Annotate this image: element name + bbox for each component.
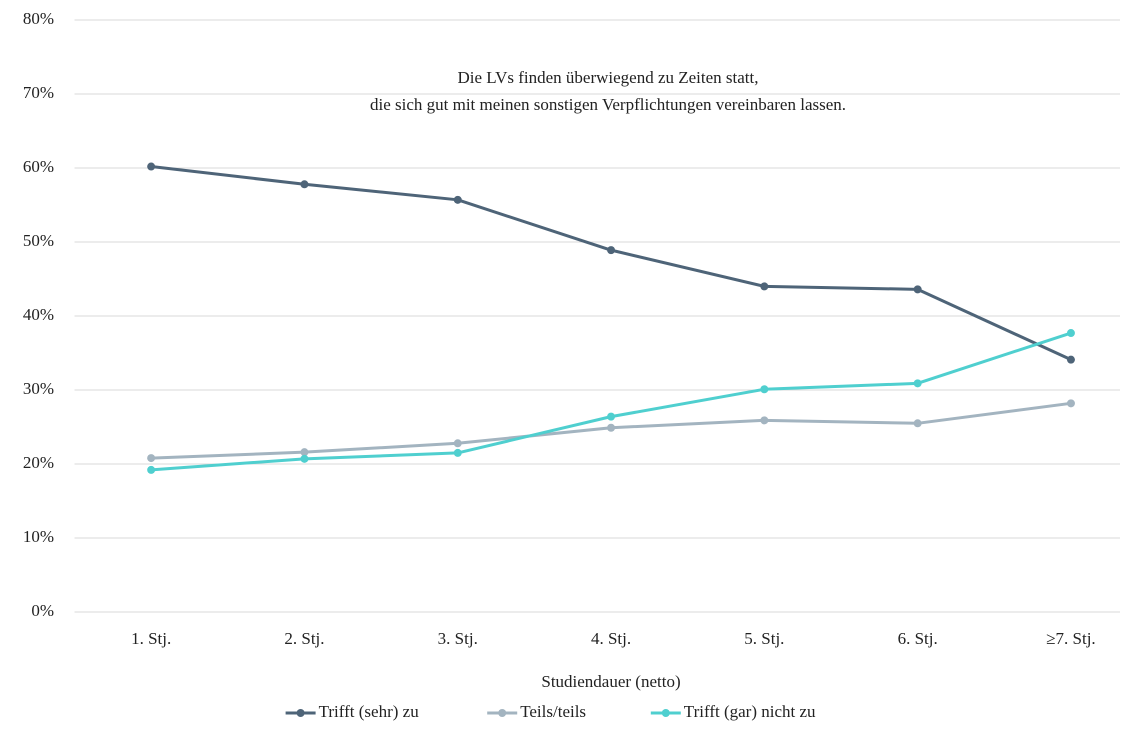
y-tick-label: 30% [23, 379, 54, 398]
data-point [607, 412, 616, 421]
data-point [300, 180, 309, 189]
data-point [607, 246, 616, 255]
y-tick-label: 50% [23, 231, 54, 250]
data-point [1066, 329, 1075, 338]
y-tick-label: 10% [23, 527, 54, 546]
data-point [300, 454, 309, 463]
x-tick-label: 6. Stj. [898, 629, 938, 648]
legend-marker [498, 709, 507, 717]
data-point [1066, 399, 1075, 408]
chart-title: Die LVs finden überwiegend zu Zeiten sta… [457, 68, 758, 87]
chart-title: die sich gut mit meinen sonstigen Verpfl… [370, 95, 846, 114]
x-tick-label: 2. Stj. [284, 629, 324, 648]
data-point [607, 423, 616, 432]
x-tick-label: 5. Stj. [744, 629, 784, 648]
data-point [453, 195, 462, 204]
y-tick-label: 0% [31, 601, 54, 620]
x-tick-label: 3. Stj. [438, 629, 478, 648]
series-line [151, 331, 1072, 472]
data-point [913, 379, 922, 388]
data-point [453, 439, 462, 448]
x-tick-label: 1. Stj. [131, 629, 171, 648]
data-point [760, 385, 769, 394]
data-point [147, 454, 156, 463]
legend-marker [296, 709, 305, 717]
y-tick-label: 60% [23, 157, 54, 176]
data-point [147, 162, 156, 171]
data-point [760, 282, 769, 291]
data-point [453, 448, 462, 457]
data-point [300, 448, 309, 457]
y-tick-label: 40% [23, 305, 54, 324]
y-tick-label: 20% [23, 453, 54, 472]
x-tick-label: ≥7. Stj. [1046, 629, 1095, 648]
legend-label: Trifft (sehr) zu [319, 702, 420, 721]
legend-marker [661, 709, 670, 717]
x-tick-label: 4. Stj. [591, 629, 631, 648]
legend-label: Teils/teils [520, 702, 586, 721]
legend-label: Trifft (gar) nicht zu [684, 702, 816, 721]
data-point [147, 465, 156, 474]
series-line [150, 165, 1072, 362]
y-tick-label: 70% [23, 83, 54, 102]
x-axis-label: Studiendauer (netto) [541, 672, 680, 691]
y-tick-label: 80% [23, 9, 54, 28]
data-point [1066, 355, 1075, 364]
data-point [913, 285, 922, 294]
data-point [913, 419, 922, 428]
data-point [760, 416, 769, 425]
